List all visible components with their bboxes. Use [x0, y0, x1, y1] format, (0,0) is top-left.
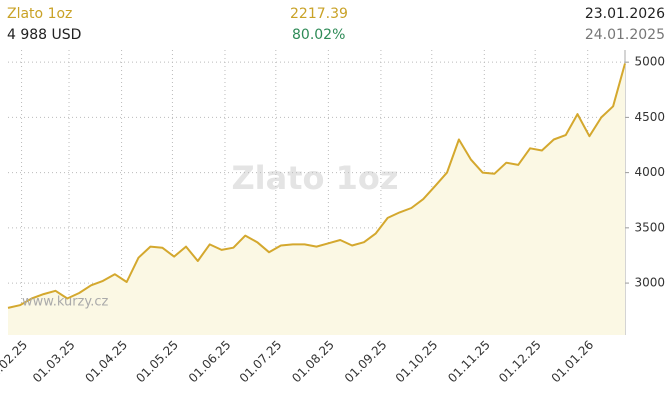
start-date: 24.01.2025	[585, 27, 665, 43]
source-watermark: www.kurzy.cz	[22, 295, 108, 310]
chart-title: Zlato 1oz	[7, 6, 72, 22]
price-line	[7, 63, 626, 309]
y-tick-label: 3000	[634, 276, 665, 290]
x-tick-label: 01.05.25	[133, 338, 181, 386]
x-tick-label: 01.11.25	[445, 338, 493, 386]
y-tick-label: 4500	[634, 110, 665, 124]
y-tick-label: 3500	[634, 220, 665, 234]
watermark: Zlato 1oz	[231, 159, 398, 197]
x-tick-label: 01.10.25	[393, 338, 441, 386]
x-tick-label: 01.04.25	[82, 338, 130, 386]
x-tick-label: 01.01.26	[549, 338, 597, 386]
x-tick-label: 01.02.25	[0, 338, 30, 386]
x-tick-label: 01.09.25	[342, 338, 390, 386]
last-price: 4 988 USD	[7, 27, 81, 43]
x-tick-label: 01.08.25	[289, 338, 337, 386]
y-tick-label: 4000	[634, 165, 665, 179]
y-tick-label: 5000	[634, 55, 665, 69]
x-tick-label: 01.06.25	[186, 338, 234, 386]
x-tick-label: 01.03.25	[30, 338, 78, 386]
change-value: 2217.39	[290, 6, 348, 22]
change-percent: 80.02%	[292, 27, 345, 43]
x-tick-label: 01.07.25	[237, 338, 285, 386]
x-tick-label: 01.12.25	[496, 338, 544, 386]
end-date: 23.01.2026	[585, 6, 665, 22]
area	[8, 63, 625, 335]
